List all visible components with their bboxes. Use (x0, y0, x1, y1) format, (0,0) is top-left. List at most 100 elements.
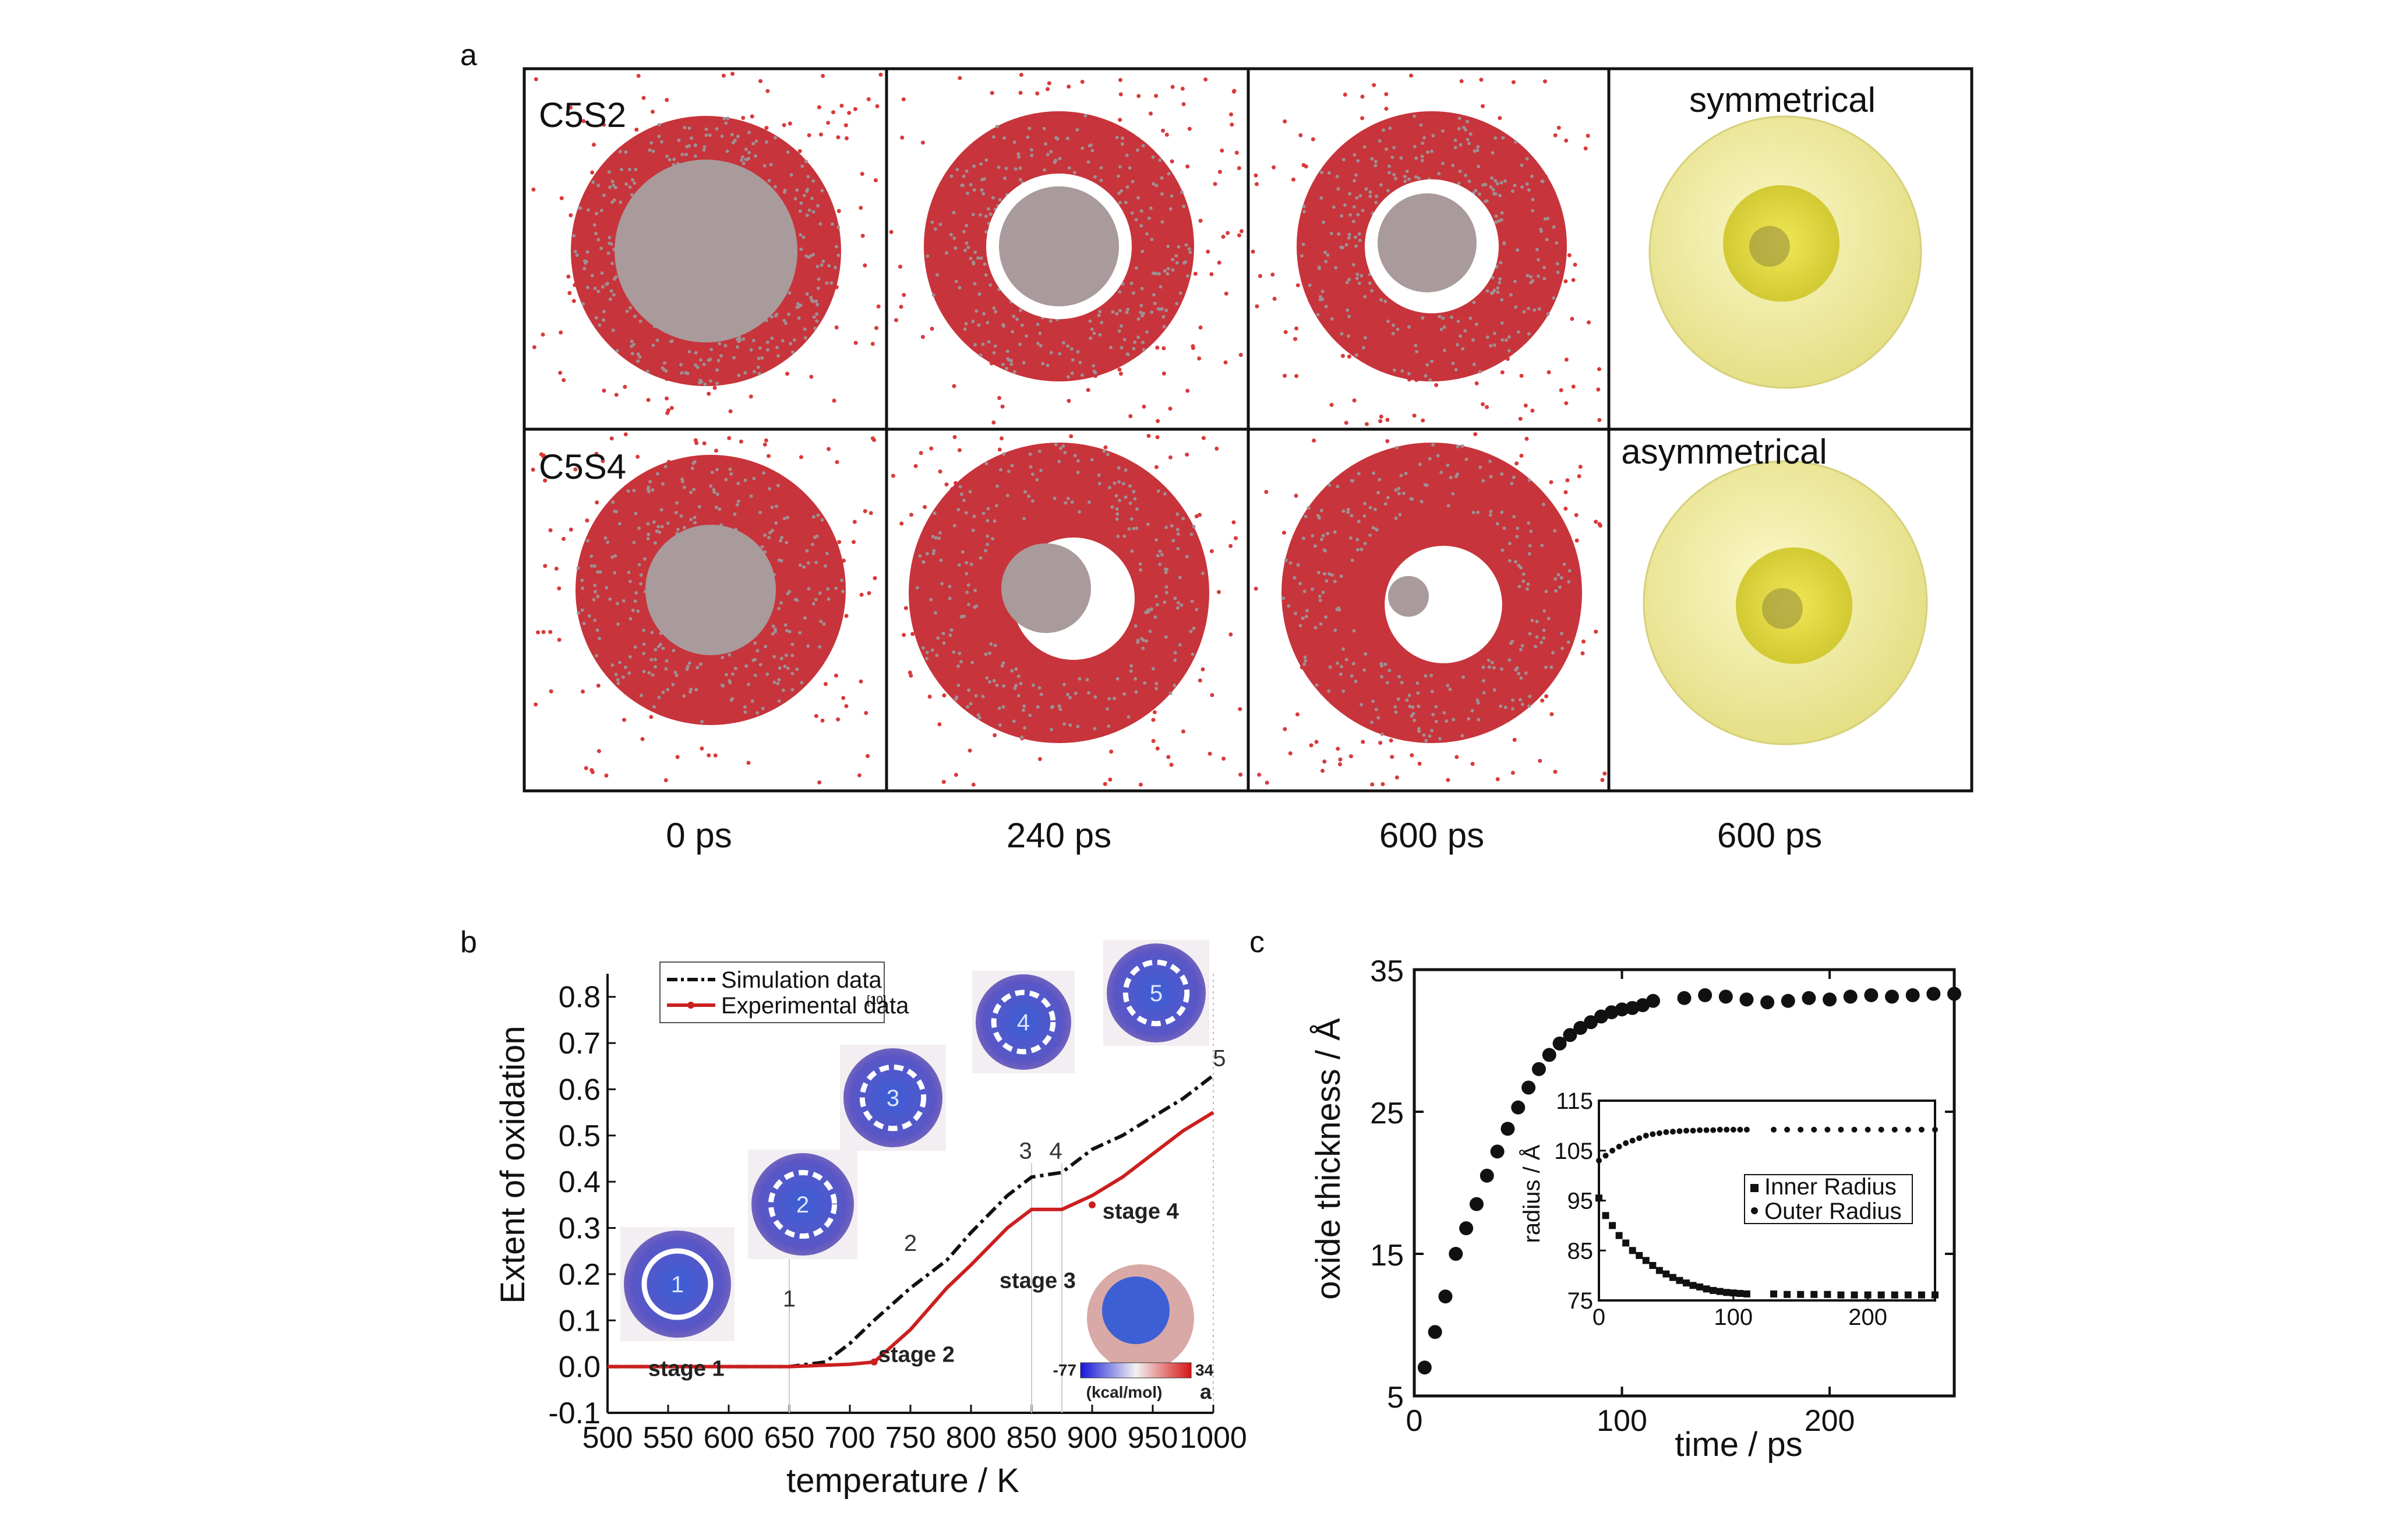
oxide-speckle (1118, 499, 1122, 503)
oxide-speckle (767, 179, 771, 183)
oxide-speckle (1467, 179, 1471, 183)
oxygen-dot (1581, 639, 1586, 644)
thickness-point (1677, 991, 1692, 1005)
oxygen-dot (903, 606, 908, 610)
oxide-speckle (1513, 183, 1517, 188)
oxygen-dot (868, 511, 873, 515)
oxide-speckle (1401, 492, 1406, 496)
oxide-speckle (693, 143, 697, 147)
oxide-speckle (1159, 285, 1163, 289)
oxygen-dot (875, 104, 880, 108)
oxide-speckle (1481, 678, 1485, 683)
oxide-speckle (694, 154, 698, 158)
oxide-speckle (622, 599, 626, 603)
oxygen-dot (952, 384, 956, 388)
oxide-speckle (1124, 468, 1128, 472)
oxide-speckle (1296, 563, 1300, 567)
oxide-speckle (1424, 374, 1428, 378)
oxide-speckle (1500, 548, 1505, 552)
oxide-speckle (595, 211, 599, 215)
oxygen-dot (1037, 756, 1042, 761)
oxide-speckle (1118, 165, 1122, 169)
oxygen-dot (1237, 233, 1241, 238)
oxide-speckle (1358, 238, 1362, 242)
oxygen-dot (1360, 116, 1365, 121)
outer-radius-point (1737, 1126, 1743, 1133)
oxide-speckle (1055, 137, 1060, 141)
oxide-speckle (607, 170, 611, 174)
oxygen-dot (1338, 757, 1343, 762)
oxide-speckle (582, 267, 587, 271)
oxide-speckle (1171, 257, 1175, 261)
oxide-speckle (1131, 179, 1135, 183)
oxide-speckle (1173, 684, 1177, 688)
oxide-speckle (1541, 503, 1545, 507)
oxide-speckle (720, 134, 724, 138)
oxide-speckle (654, 648, 658, 652)
oxide-speckle (610, 179, 615, 183)
oxide-speckle (1520, 185, 1524, 189)
oxide-speckle (699, 662, 703, 666)
oxide-speckle (679, 363, 683, 367)
oxide-speckle (1134, 624, 1138, 628)
oxygen-dot (1385, 439, 1390, 443)
oxide-speckle (952, 650, 956, 654)
oxide-speckle (1540, 543, 1544, 547)
oxygen-dot (852, 540, 856, 545)
oxide-speckle (779, 656, 783, 660)
oxide-speckle (1558, 585, 1562, 589)
oxide-speckle (915, 586, 919, 590)
metal-core (1378, 193, 1477, 292)
oxide-speckle (714, 505, 718, 510)
oxide-speckle (1141, 638, 1145, 642)
oxide-speckle (995, 125, 999, 129)
oxide-speckle (1304, 515, 1308, 519)
oxide-speckle (971, 528, 975, 532)
oxide-speckle (1339, 672, 1343, 676)
oxygen-dot (1228, 632, 1233, 637)
oxide-speckle (733, 666, 737, 670)
oxide-speckle (1175, 528, 1180, 532)
oxide-speckle (1074, 691, 1078, 695)
oxide-speckle (599, 208, 603, 213)
oxide-speckle (726, 116, 730, 121)
oxide-speckle (777, 606, 781, 610)
oxide-speckle (1138, 562, 1142, 566)
oxygen-dot (859, 592, 864, 597)
oxygen-dot (1128, 414, 1133, 419)
oxide-speckle (1322, 548, 1326, 552)
oxide-speckle (1160, 553, 1164, 557)
x-tick-label: 200 (1805, 1404, 1855, 1438)
oxide-speckle (1515, 535, 1519, 539)
oxide-speckle (1316, 571, 1320, 575)
oxide-speckle (675, 501, 679, 505)
oxygen-dot (557, 586, 562, 591)
oxide-speckle (1288, 561, 1293, 565)
oxide-speckle (1393, 705, 1397, 709)
oxide-speckle (1129, 664, 1134, 668)
y-tick-label: 0.4 (559, 1165, 601, 1199)
oxygen-dot (707, 391, 711, 396)
oxide-speckle (1110, 505, 1114, 509)
oxide-speckle (736, 135, 740, 139)
oxide-speckle (1567, 579, 1571, 584)
oxide-speckle (1115, 517, 1119, 521)
oxide-speckle (780, 536, 784, 540)
oxide-speckle (1436, 454, 1440, 458)
oxide-speckle (704, 133, 708, 137)
oxide-speckle (1392, 323, 1396, 327)
x-tick-label: 850 (1007, 1421, 1057, 1455)
thickness-point (1947, 987, 1961, 1001)
oxide-speckle (1431, 443, 1435, 447)
oxide-speckle (709, 484, 713, 488)
oxygen-dot (712, 386, 717, 390)
oxide-speckle (1360, 703, 1364, 707)
oxygen-dot (590, 170, 595, 175)
oxide-speckle (1313, 544, 1317, 548)
oxygen-dot (713, 753, 718, 758)
oxygen-dot (952, 435, 957, 440)
oxide-speckle (611, 500, 615, 504)
oxide-speckle (1090, 149, 1094, 153)
oxide-speckle (1407, 177, 1411, 181)
